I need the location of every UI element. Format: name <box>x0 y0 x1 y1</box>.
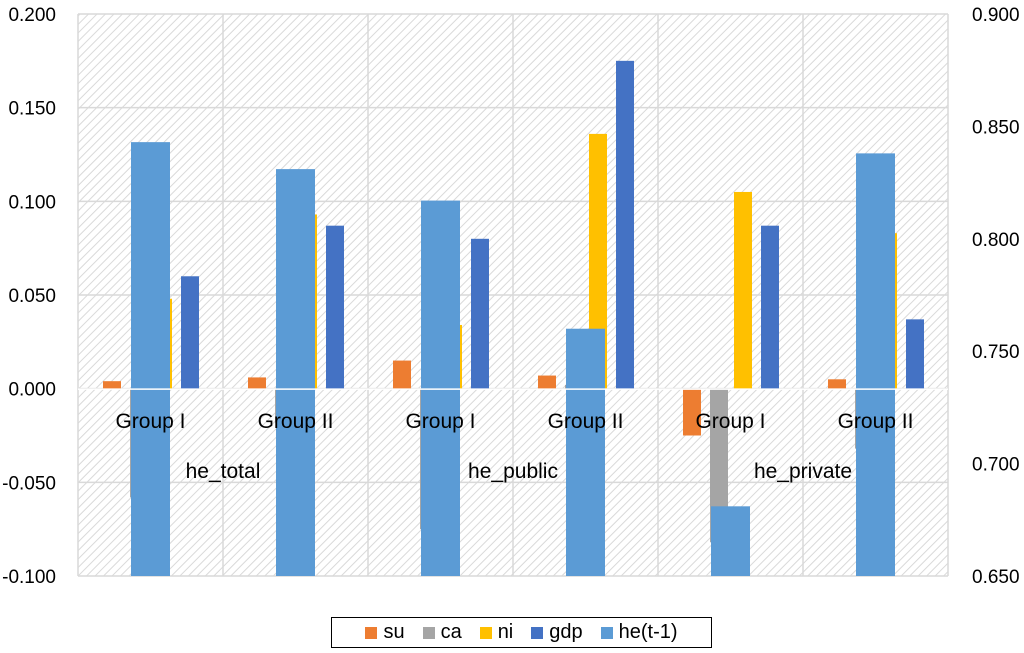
y-tick-label: 0.100 <box>8 192 56 213</box>
bar-gdp <box>761 225 779 389</box>
y2-tick-label: 0.900 <box>972 5 1020 26</box>
legend-item: gdp <box>531 621 583 644</box>
bar-he-t-1 <box>566 328 605 576</box>
y2-tick-label: 0.850 <box>972 117 1020 138</box>
bar-ni <box>734 191 752 389</box>
y-tick-label: 0.150 <box>8 99 56 120</box>
category-label: Group II <box>838 410 914 433</box>
y-tick-label: 0.200 <box>8 5 56 26</box>
y2-tick-label: 0.750 <box>972 342 1020 363</box>
legend-item: ca <box>422 621 462 644</box>
legend: su ca ni gdp he(t-1) <box>331 617 712 648</box>
bar-he-t-1 <box>711 506 750 576</box>
legend-item: ni <box>479 621 514 644</box>
category-label: Group I <box>695 410 765 433</box>
category-label: Group II <box>548 410 624 433</box>
group-label: he_private <box>754 460 852 483</box>
bar-gdp <box>906 319 924 389</box>
category-label: Group I <box>405 410 475 433</box>
gridlines <box>77 13 949 577</box>
bar-gdp <box>326 225 344 389</box>
legend-label: gdp <box>549 621 583 643</box>
bar-su <box>683 388 701 436</box>
secondary-bars <box>78 142 948 577</box>
bar-su <box>248 377 266 389</box>
legend-label: ca <box>440 621 462 643</box>
y2-axis-ticks: 0.900 0.850 0.800 0.750 0.700 0.650 <box>972 5 1020 588</box>
bar-he-t-1 <box>856 153 895 576</box>
legend-label: ni <box>497 621 514 643</box>
category-label: Group I <box>115 410 185 433</box>
group-label: he_total <box>186 460 261 483</box>
bar-su <box>828 379 846 389</box>
legend-swatch <box>531 626 544 639</box>
legend-label: he(t-1) <box>618 621 678 643</box>
bar-he-t-1 <box>131 142 170 577</box>
y-tick-label: 0.050 <box>8 286 56 307</box>
y-tick-label: 0.000 <box>8 380 56 401</box>
legend-swatch <box>365 626 378 639</box>
bar-he-t-1 <box>276 169 315 576</box>
y2-tick-label: 0.650 <box>972 567 1020 588</box>
y-tick-label: -0.050 <box>2 473 56 494</box>
bar-ni <box>589 133 607 389</box>
legend-item: su <box>365 621 405 644</box>
legend-label: su <box>383 621 405 643</box>
bar-ca <box>710 388 728 543</box>
legend-swatch <box>600 626 613 639</box>
legend-item: he(t-1) <box>600 621 678 644</box>
bar-gdp <box>471 238 489 389</box>
y-tick-label: -0.100 <box>2 567 56 588</box>
bar-gdp <box>181 276 199 389</box>
bar-gdp <box>616 60 634 389</box>
group-labels: he_total he_public he_private <box>186 460 852 483</box>
legend-swatch <box>479 626 492 639</box>
y2-tick-label: 0.700 <box>972 455 1020 476</box>
legend-swatch <box>422 626 435 639</box>
bar-su <box>393 360 411 389</box>
y2-tick-label: 0.800 <box>972 230 1020 251</box>
group-label: he_public <box>468 460 558 483</box>
category-labels: Group I Group II Group I Group II Group I Gro… <box>115 410 913 433</box>
bar-su <box>538 375 556 389</box>
y-axis-ticks: 0.200 0.150 0.100 0.050 0.000 -0.050 -0.100 <box>2 5 56 588</box>
bar-he-t-1 <box>421 200 460 577</box>
bar-su <box>103 381 121 389</box>
category-label: Group II <box>258 410 334 433</box>
